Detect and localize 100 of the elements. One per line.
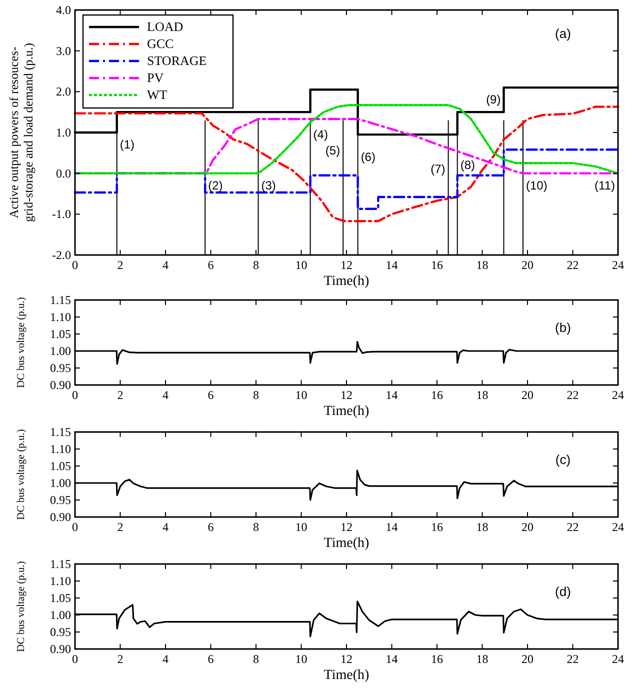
- x-axis-title: Time(h): [324, 404, 370, 419]
- line-series: [74, 104, 620, 174]
- annotation: (3): [261, 178, 276, 192]
- annotation: (1): [120, 138, 135, 152]
- x-tick-label: 24: [612, 258, 624, 272]
- x-tick-label: 24: [612, 520, 624, 534]
- x-tick-label: 0: [72, 388, 78, 402]
- x-tick-label: 14: [386, 388, 398, 402]
- x-tick-label: 20: [522, 388, 534, 402]
- x-tick-label: 6: [208, 258, 214, 272]
- x-tick-label: 8: [253, 652, 259, 666]
- y-tick-label: 1.00: [50, 476, 71, 490]
- x-tick-label: 14: [386, 652, 398, 666]
- x-tick-label: 12: [340, 258, 352, 272]
- annotation: (a): [555, 26, 571, 41]
- x-tick-label: 24: [612, 652, 624, 666]
- x-tick-label: 16: [431, 388, 443, 402]
- y-axis-title: DC bus voltage (p.u.): [16, 428, 27, 520]
- annotation: (6): [360, 150, 376, 164]
- x-tick-label: 2: [117, 258, 124, 272]
- y-tick-label: -1.0: [52, 207, 71, 222]
- annotation: (11): [594, 178, 615, 192]
- x-tick-label: 0: [72, 258, 78, 272]
- y-tick-label: 1.05: [50, 459, 71, 473]
- y-tick-label: 1.10: [50, 310, 71, 324]
- legend-label: PV: [147, 70, 164, 85]
- x-tick-label: 10: [295, 520, 308, 534]
- x-axis-title: Time(h): [324, 274, 370, 289]
- x-tick-label: 6: [208, 520, 214, 534]
- y-tick-label: 1.0: [56, 126, 71, 140]
- y-tick-label: 0.95: [50, 361, 71, 375]
- x-tick-label: 16: [431, 652, 443, 666]
- y-tick-label: -2.0: [52, 248, 71, 262]
- x-tick-label: 20: [522, 520, 534, 534]
- annotation: (c): [555, 452, 571, 467]
- x-tick-label: 4: [162, 258, 168, 272]
- y-tick-label: 1.05: [50, 327, 71, 341]
- x-tick-label: 8: [253, 520, 259, 534]
- x-tick-label: 20: [522, 652, 534, 666]
- annotation: (10): [526, 178, 548, 192]
- annotation: (5): [325, 144, 340, 158]
- legend-label: GCC: [147, 36, 174, 51]
- annotation: (4): [313, 127, 328, 142]
- x-tick-label: 22: [566, 652, 579, 666]
- x-tick-label: 10: [295, 388, 308, 402]
- y-tick-label: 0.95: [50, 625, 71, 639]
- x-tick-label: 2: [117, 652, 124, 666]
- x-axis-title: Time(h): [324, 536, 370, 551]
- x-tick-label: 14: [386, 258, 398, 272]
- x-tick-label: 10: [295, 258, 308, 272]
- legend-label: STORAGE: [147, 53, 207, 68]
- y-tick-label: 0.95: [50, 493, 71, 507]
- x-tick-label: 12: [340, 520, 352, 534]
- y-axis-title: DC bus voltage (p.u.): [16, 560, 27, 652]
- annotation: (7): [430, 162, 446, 176]
- x-axis-title: Time(h): [324, 668, 370, 683]
- y-tick-label: 1.15: [50, 425, 71, 439]
- y-tick-label: 1.10: [50, 442, 71, 456]
- y-tick-label: 1.15: [50, 557, 71, 571]
- x-tick-label: 6: [208, 652, 214, 666]
- y-tick-label: 0.0: [56, 166, 71, 180]
- x-tick-label: 18: [476, 388, 488, 402]
- x-tick-label: 16: [431, 520, 443, 534]
- y-axis-title: Active output powers of resouces-grid-storage and load demand (p.u.): [7, 42, 36, 222]
- x-tick-label: 22: [566, 520, 579, 534]
- y-tick-label: 2.0: [56, 84, 71, 99]
- x-tick-label: 20: [522, 258, 534, 272]
- y-tick-label: 0.90: [50, 510, 71, 524]
- y-tick-label: 1.05: [50, 591, 71, 605]
- y-tick-label: 1.00: [50, 608, 71, 622]
- y-tick-label: 4.0: [56, 3, 71, 17]
- annotation: (2): [208, 178, 223, 192]
- x-tick-label: 12: [340, 388, 352, 402]
- x-tick-label: 4: [162, 652, 168, 666]
- x-tick-label: 22: [566, 258, 579, 272]
- y-tick-label: 0.90: [50, 378, 71, 392]
- x-tick-label: 14: [386, 520, 398, 534]
- x-tick-label: 2: [117, 388, 124, 402]
- y-tick-label: 0.90: [50, 642, 71, 656]
- x-tick-label: 18: [476, 258, 488, 272]
- x-tick-label: 8: [253, 258, 259, 272]
- x-tick-label: 2: [117, 520, 124, 534]
- legend-label: WT: [147, 87, 168, 102]
- x-tick-label: 10: [295, 652, 308, 666]
- x-tick-label: 18: [476, 520, 488, 534]
- y-tick-label: 1.00: [50, 344, 71, 358]
- annotation: (d): [555, 584, 571, 599]
- x-tick-label: 16: [431, 258, 443, 272]
- y-tick-label: 1.10: [50, 574, 71, 588]
- x-tick-label: 24: [612, 388, 624, 402]
- x-tick-label: 18: [476, 652, 488, 666]
- x-tick-label: 0: [72, 652, 78, 666]
- annotation: (b): [555, 320, 571, 335]
- x-tick-label: 22: [566, 388, 579, 402]
- annotation: (9): [486, 92, 501, 107]
- x-tick-label: 8: [253, 388, 259, 402]
- x-tick-label: 6: [208, 388, 214, 402]
- annotation: (8): [460, 158, 476, 172]
- y-tick-label: 3.0: [56, 44, 71, 58]
- y-tick-label: 1.15: [50, 293, 71, 307]
